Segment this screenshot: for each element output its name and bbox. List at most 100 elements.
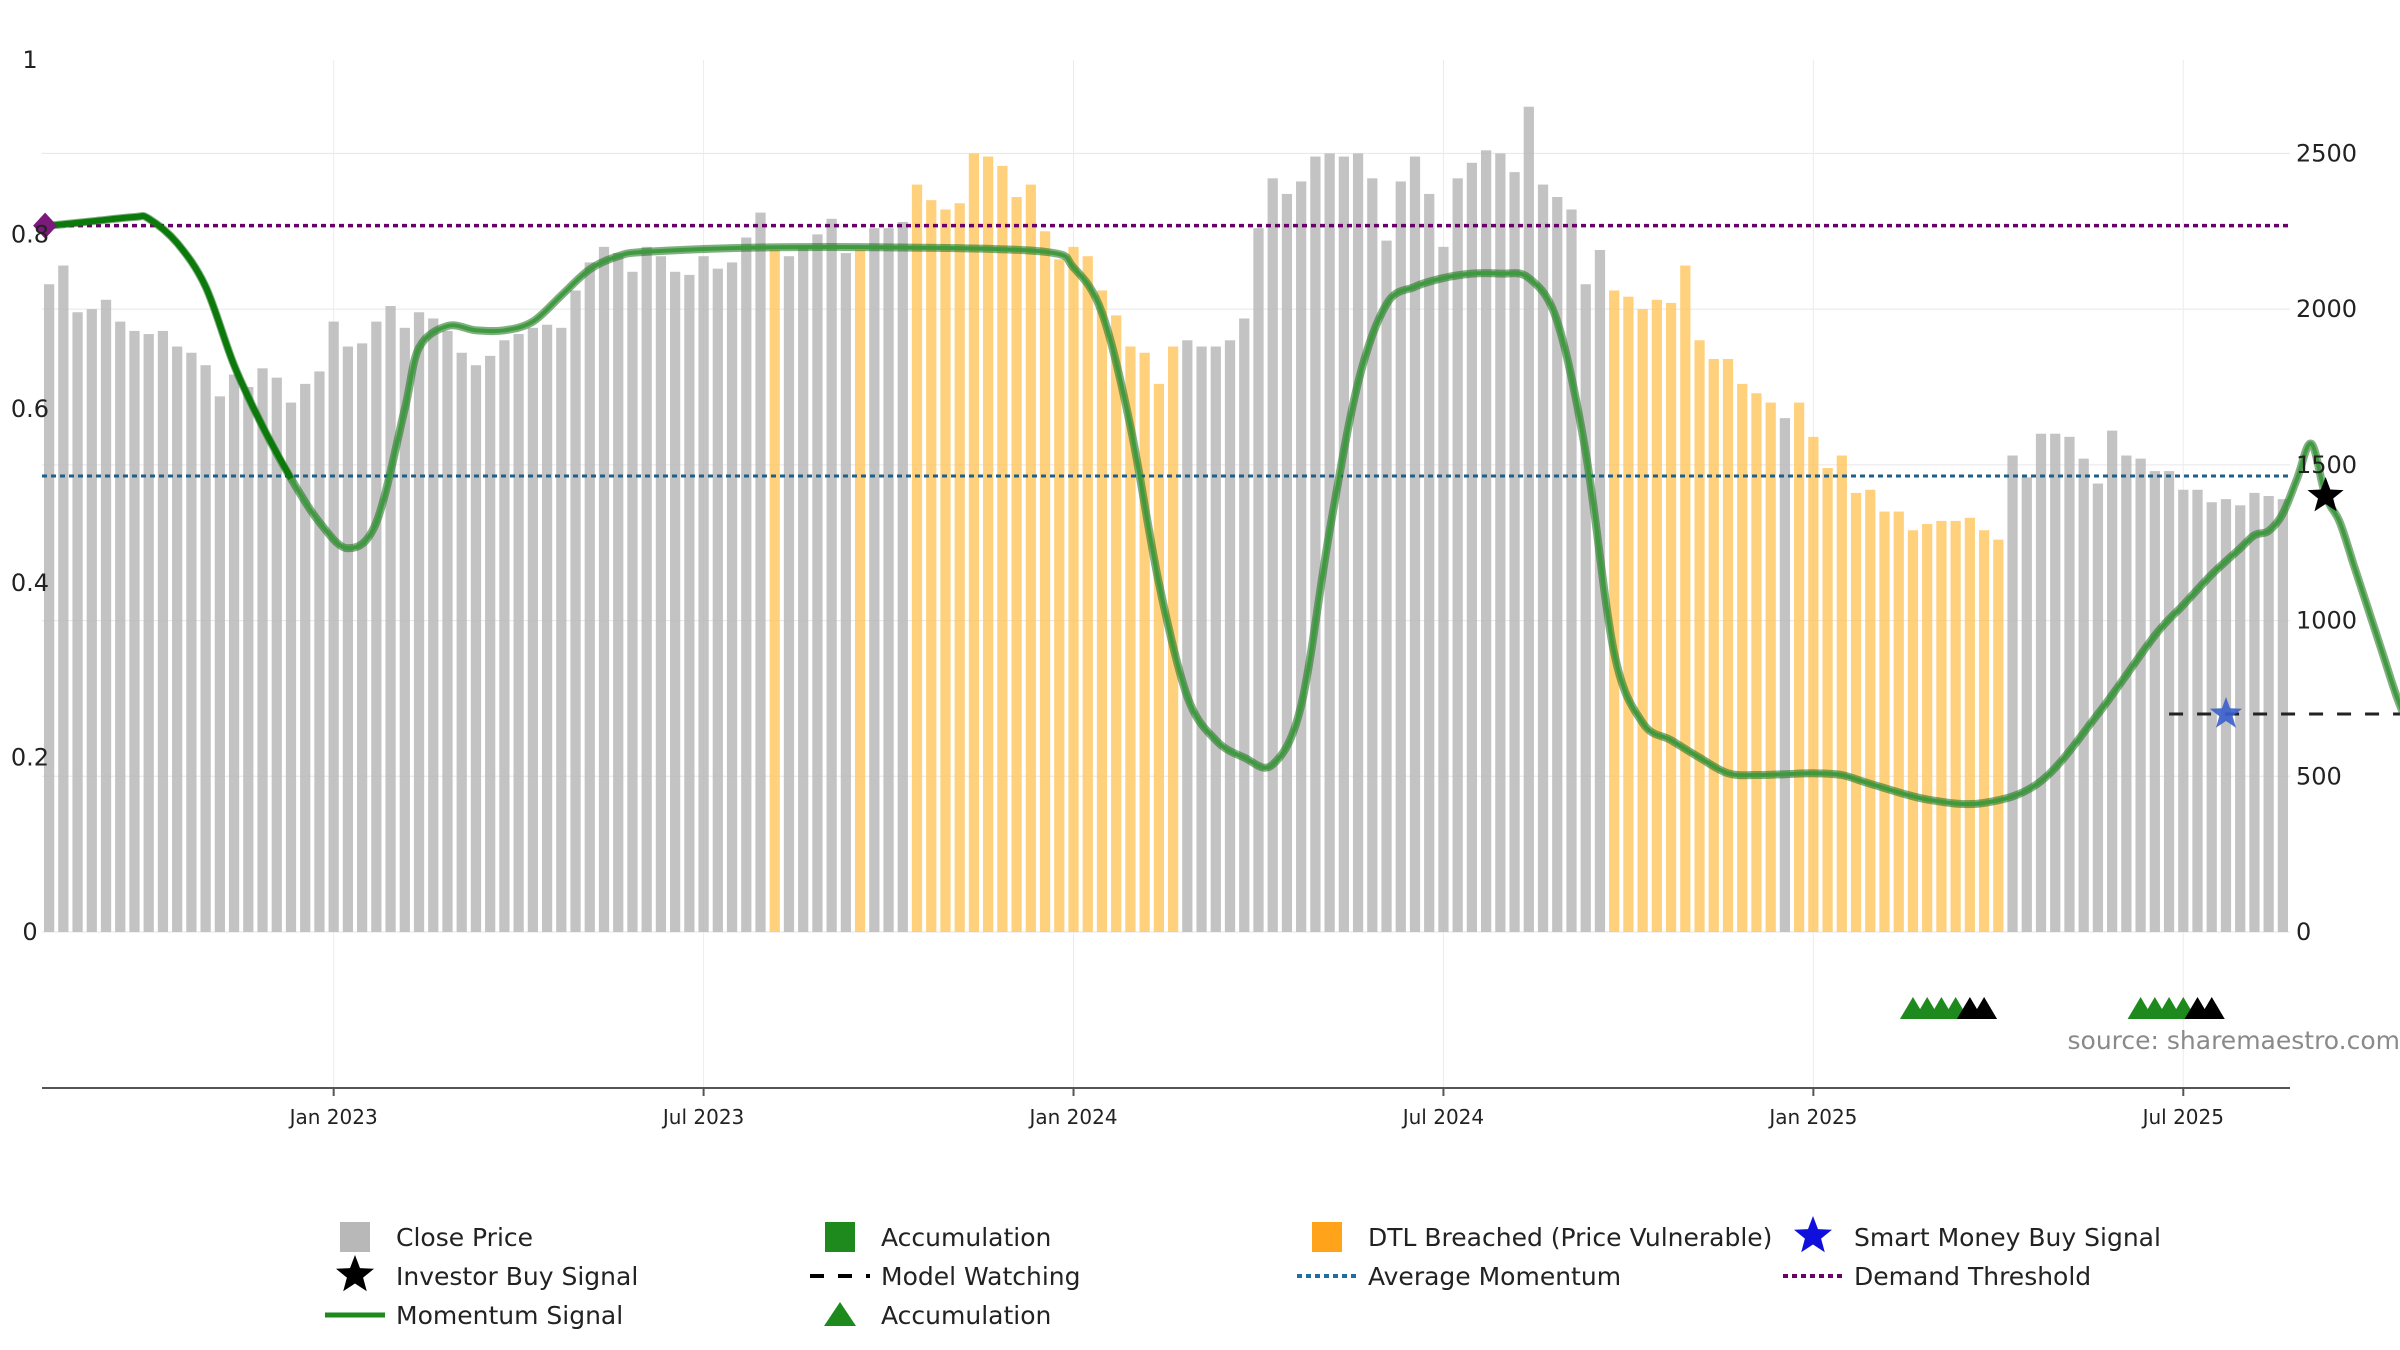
close-price-bar [1267, 178, 1278, 933]
close-price-bar [1296, 181, 1307, 932]
close-price-bar [456, 352, 467, 932]
close-price-bar [556, 327, 567, 933]
close-price-bar [627, 271, 638, 932]
dtl-breached-bar [1637, 309, 1648, 932]
legend-label: Demand Threshold [1854, 1262, 2091, 1291]
legend-item: Smart Money Buy Signal [1794, 1216, 2161, 1253]
close-price-bar [413, 312, 425, 932]
legend-item: Model Watching [810, 1262, 1081, 1291]
close-price-bar [1566, 209, 1577, 933]
smart-money-buy-signal-star [2209, 697, 2243, 728]
close-price-bar [371, 321, 382, 933]
close-price-bar [470, 365, 482, 932]
dtl-breached-bar [1708, 358, 1719, 933]
legend-label: DTL Breached (Price Vulnerable) [1368, 1223, 1772, 1252]
x-tick-label: Jan 2023 [288, 1105, 378, 1129]
dtl-breached-bar [1153, 383, 1164, 932]
close-price-bar [43, 284, 55, 933]
close-price-bar [2235, 505, 2246, 932]
close-price-bar [2035, 433, 2047, 932]
legend-label: Investor Buy Signal [396, 1262, 638, 1291]
dtl-breached-bar [1964, 517, 1975, 932]
legend-item: DTL Breached (Price Vulnerable) [1312, 1222, 1772, 1252]
close-price-bar [2163, 471, 2175, 932]
close-price-bar [584, 262, 595, 932]
close-price-bar [1537, 184, 1549, 932]
close-price-bar [1210, 346, 1221, 932]
close-price-bar [570, 290, 581, 933]
close-price-bar [2107, 430, 2118, 932]
dtl-breached-bar [983, 156, 994, 933]
close-price-bar [883, 228, 894, 933]
dtl-breached-bar [1039, 231, 1051, 933]
dtl-breached-bar [1694, 340, 1705, 932]
close-price-bar [2007, 455, 2018, 932]
close-price-bar [285, 402, 297, 932]
legend-item: Accumulation [824, 1301, 1051, 1330]
dtl-breached-bar [1808, 436, 1819, 932]
legend-triangle-icon [824, 1302, 856, 1326]
close-price-bar [541, 324, 553, 933]
dtl-breached-bar [1978, 530, 1990, 932]
close-price-bar [1224, 340, 1236, 932]
close-price-bar [755, 212, 766, 933]
close-price-bar [385, 306, 396, 932]
close-price-bar [2249, 492, 2260, 932]
legend-label: Smart Money Buy Signal [1854, 1223, 2161, 1252]
dtl-breached-bar [1025, 184, 1036, 932]
close-price-bar [840, 253, 851, 933]
left-axis-tick-label: 0.2 [11, 744, 49, 772]
dtl-breached-bar [1054, 259, 1065, 932]
dtl-breached-bar [1609, 290, 1620, 933]
close-price-bar [1452, 178, 1463, 933]
close-price-bar [1779, 418, 1791, 932]
source-label: source: sharemaestro.com [2068, 1026, 2400, 1055]
close-price-bar [1338, 156, 1349, 933]
close-price-bar [869, 228, 880, 933]
close-price-bar [485, 355, 496, 932]
x-tick-label: Jan 2025 [1767, 1105, 1857, 1129]
close-price-bar [399, 327, 410, 933]
dtl-breached-bar [1680, 265, 1691, 932]
dtl-breached-bar [1751, 393, 1762, 933]
legend-swatch [825, 1222, 855, 1252]
close-price-bar [783, 256, 795, 932]
close-price-bar [342, 346, 354, 932]
right-axis-tick-label: 0 [2296, 918, 2311, 946]
close-price-bar [115, 321, 126, 933]
close-price-bar [1182, 340, 1193, 932]
close-price-bar [1381, 240, 1392, 932]
close-price-bar [812, 234, 823, 932]
legend-item: Investor Buy Signal [336, 1255, 638, 1292]
legend-star-icon [336, 1255, 374, 1292]
dtl-breached-bar [1794, 402, 1805, 932]
close-price-bar [428, 318, 439, 932]
close-price-bar [2121, 455, 2132, 932]
legend-item: Close Price [340, 1222, 533, 1252]
dtl-breached-bar [1737, 383, 1748, 932]
dtl-breached-bar [1068, 246, 1079, 933]
close-price-bar [798, 246, 809, 933]
close-price-bar [2192, 489, 2203, 932]
dtl-breached-bar [1950, 520, 1961, 932]
dtl-breached-bar [1623, 296, 1634, 932]
legend-label: Momentum Signal [396, 1301, 623, 1330]
demand-marker-diamond [33, 212, 58, 239]
axes: Jan 2023 Jul 2023 Jan 2024 Jul 2024 Jan 2025… [11, 46, 2357, 1129]
dtl-breached-bar [1822, 467, 1833, 932]
right-axis-tick-label: 1500 [2296, 451, 2357, 479]
close-price-bar [129, 330, 140, 932]
dtl-breached-bar [1722, 358, 1734, 933]
close-price-bar [2064, 436, 2075, 932]
dtl-breached-bar [997, 165, 1008, 932]
dtl-breached-bar [1879, 511, 1890, 932]
close-price-bar [670, 271, 681, 932]
x-tick-label: Jul 2025 [2141, 1105, 2224, 1129]
dtl-breached-bar [1096, 290, 1108, 933]
dtl-breached-bar [1936, 520, 1947, 932]
close-price-bar [200, 365, 211, 932]
close-price-bar [2263, 496, 2274, 932]
close-price-bar [613, 253, 624, 933]
legend: Close Price Investor Buy Signal Momentum S… [325, 1216, 2161, 1330]
